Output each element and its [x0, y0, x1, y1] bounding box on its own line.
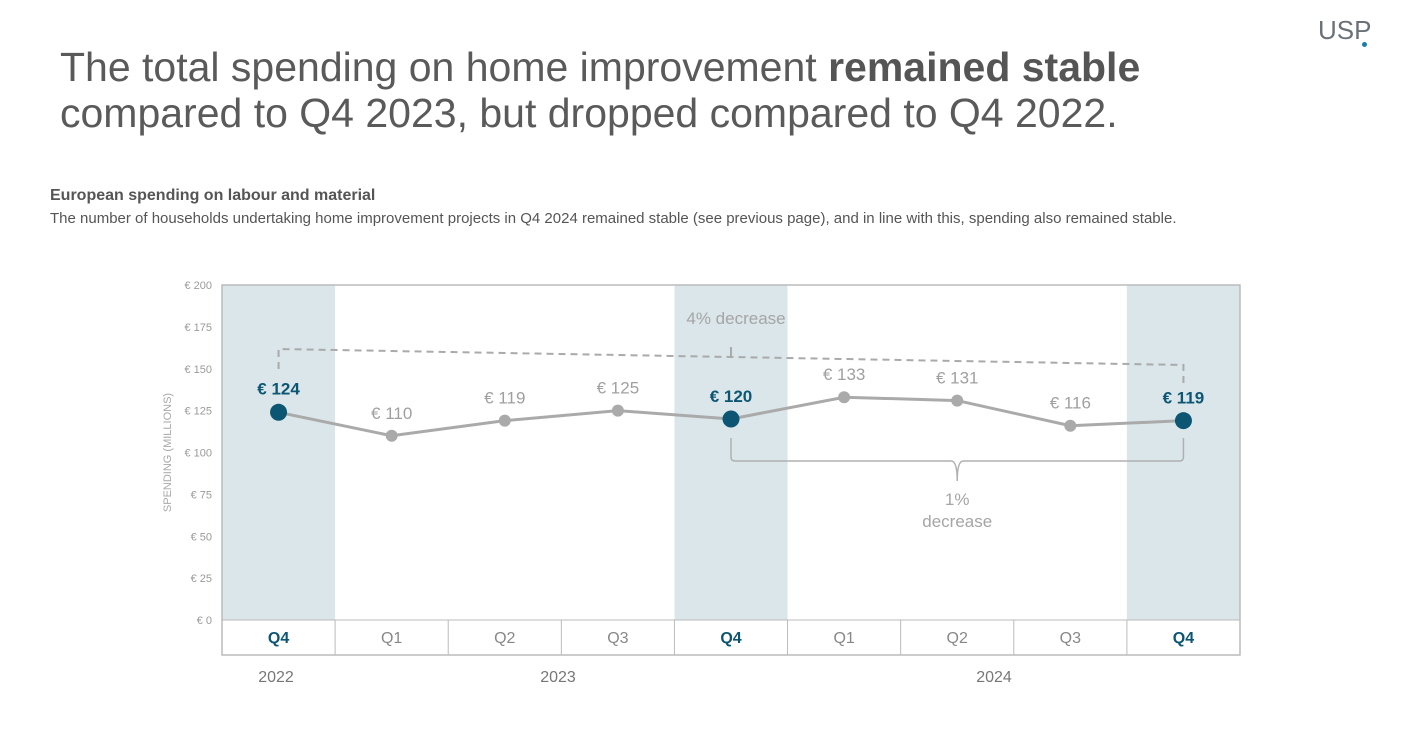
headline-part1: The total spending on home improvement [60, 44, 829, 90]
y-tick-label: € 75 [191, 489, 212, 501]
category-label-5: Q1 [833, 630, 854, 647]
data-point-0 [270, 403, 288, 421]
category-label-8: Q4 [1173, 630, 1194, 647]
data-points [270, 391, 1192, 442]
data-labels: € 124 € 110 € 119 € 125 € 120 € 133 € 131 € 116… [257, 365, 1204, 423]
category-label-0: Q4 [268, 630, 289, 647]
y-tick-label: € 0 [197, 615, 212, 627]
x-axis: Q4 Q1 Q2 Q3 Q4 Q1 Q2 Q3 Q4 2022 2023 2024 [258, 630, 1194, 686]
data-point-7 [1064, 419, 1077, 432]
data-point-2 [498, 414, 511, 427]
y-axis: € 0 € 25 € 50 € 75 € 100 € 125 € 150 € 175 € 200… [162, 280, 212, 627]
curly-bracket-1pct [730, 438, 1185, 482]
chart-frame [221, 284, 1241, 656]
category-label-2: Q2 [494, 630, 515, 647]
category-label-3: Q3 [607, 630, 628, 647]
annotation-4pct-decrease: 4% decrease [686, 309, 785, 328]
headline-line-1: The total spending on home improvement r… [60, 44, 1300, 90]
y-axis-label: SPENDING (MILLIONS) [162, 393, 174, 512]
data-label-4: € 120 [710, 387, 753, 406]
category-label-1: Q1 [381, 630, 402, 647]
data-label-1: € 110 [371, 404, 412, 423]
logo-dot [1362, 42, 1367, 47]
year-label-1: 2023 [540, 669, 576, 686]
plot-border [221, 284, 1241, 656]
data-label-7: € 116 [1050, 394, 1091, 413]
year-label-2: 2024 [976, 669, 1012, 686]
data-label-0: € 124 [257, 379, 300, 398]
data-label-2: € 119 [484, 389, 525, 408]
highlight-band-0 [222, 285, 336, 620]
year-label-0: 2022 [258, 669, 294, 686]
data-label-5: € 133 [823, 365, 866, 384]
data-label-8: € 119 [1163, 389, 1205, 408]
usp-logo: USP [1318, 14, 1382, 47]
logo-text: USP [1318, 15, 1372, 45]
page-title: The total spending on home improvement r… [60, 44, 1300, 136]
data-point-4 [722, 410, 740, 428]
data-point-8 [1174, 412, 1192, 430]
annotation-1pct: 1% [945, 490, 970, 509]
y-tick-label: € 100 [184, 448, 212, 460]
data-label-6: € 131 [936, 369, 979, 388]
data-point-5 [838, 391, 851, 404]
data-point-6 [951, 394, 964, 407]
y-tick-label: € 50 [191, 531, 212, 543]
category-label-6: Q2 [947, 630, 968, 647]
y-tick-label: € 25 [191, 573, 212, 585]
category-label-7: Q3 [1060, 630, 1081, 647]
data-label-3: € 125 [597, 379, 640, 398]
data-point-3 [611, 404, 624, 417]
annotations: 4% decrease 1% decrease [277, 309, 1185, 531]
data-point-1 [385, 429, 398, 442]
y-tick-label: € 125 [184, 406, 212, 418]
y-tick-label: € 175 [184, 322, 212, 334]
category-label-4: Q4 [720, 630, 741, 647]
y-tick-label: € 200 [184, 280, 212, 292]
headline-bold: remained stable [828, 44, 1141, 90]
chart-subtitle: European spending on labour and material [50, 187, 376, 204]
headline-part2: compared to Q4 2023, but dropped compare… [60, 90, 1118, 136]
y-tick-label: € 150 [184, 364, 212, 376]
annotation-1pct-decrease: decrease [922, 512, 992, 531]
chart-description: The number of households undertaking hom… [50, 210, 1177, 227]
